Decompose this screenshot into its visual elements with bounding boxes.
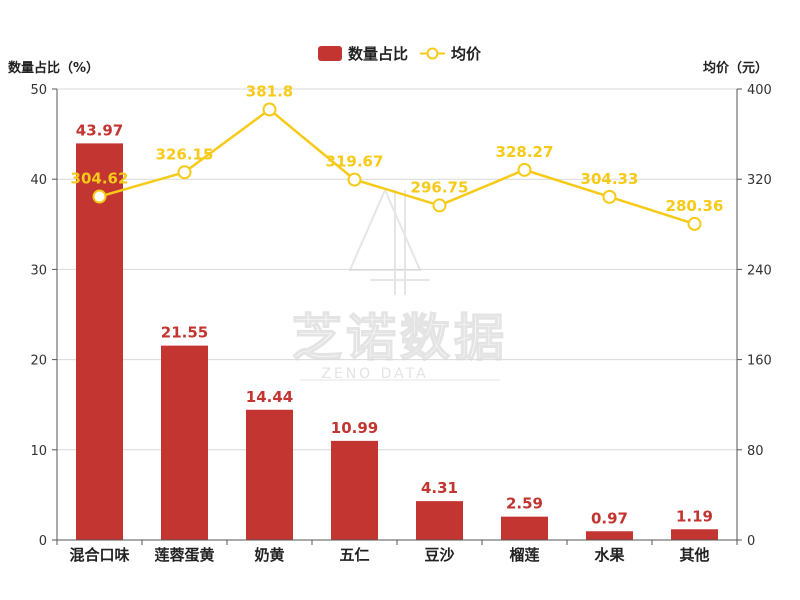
line-point[interactable] (432, 198, 447, 213)
watermark-subtitle: ZENO DATA (321, 366, 428, 382)
right-tick-label: 240 (747, 263, 772, 278)
bar-data-label: 21.55 (161, 324, 208, 342)
legend-line-marker (426, 47, 439, 60)
line-data-label: 304.33 (581, 170, 639, 188)
line-point[interactable] (262, 102, 277, 117)
line-data-label: 381.8 (246, 83, 293, 101)
bar-data-label: 14.44 (246, 388, 293, 406)
left-tick-label: 20 (30, 354, 47, 369)
line-point[interactable] (687, 216, 702, 231)
line-data-label: 304.62 (71, 170, 129, 188)
legend-bar-label: 数量占比 (348, 45, 408, 63)
x-tick-label: 其他 (679, 546, 709, 564)
left-axis-title: 数量占比（%） (8, 60, 99, 76)
watermark-title: 芝诺数据 (292, 309, 508, 367)
right-tick-label: 320 (747, 173, 772, 188)
bar[interactable] (161, 345, 208, 540)
watermark-logo-icon (348, 187, 430, 295)
line-data-label: 326.15 (156, 145, 214, 163)
line-series-path (99, 107, 695, 226)
bar-data-label: 4.31 (421, 479, 458, 497)
left-tick-label: 10 (30, 444, 47, 459)
x-tick-label: 莲蓉蛋黄 (154, 546, 214, 564)
left-tick-label: 30 (30, 263, 47, 278)
bar-data-label: 10.99 (331, 419, 378, 437)
bar-data-label: 2.59 (506, 495, 543, 513)
legend-item-line[interactable]: 均价 (420, 45, 482, 63)
legend-bar-swatch (318, 46, 342, 61)
right-tick-label: 400 (747, 83, 772, 98)
bar[interactable] (501, 516, 548, 540)
right-tick-label: 160 (747, 354, 772, 369)
line-point[interactable] (517, 162, 532, 177)
legend-line-label: 均价 (451, 45, 482, 63)
line-point[interactable] (177, 165, 192, 180)
left-tick-label: 50 (30, 83, 47, 98)
legend[interactable]: 数量占比 均价 (318, 45, 482, 63)
x-tick-label: 五仁 (339, 546, 369, 564)
x-tick-label: 榴莲 (509, 546, 539, 564)
watermark: 芝诺数据 ZENO DATA (291, 187, 508, 382)
left-tick-label: 40 (30, 173, 47, 188)
line-point[interactable] (602, 189, 617, 204)
x-tick-label: 水果 (594, 546, 625, 564)
line-point[interactable] (347, 172, 362, 187)
right-axis-title: 均价（元） (703, 60, 768, 76)
bar[interactable] (671, 529, 718, 540)
x-tick-label: 奶黄 (254, 546, 284, 564)
line-point[interactable] (92, 189, 107, 204)
legend-item-bar[interactable]: 数量占比 (318, 45, 408, 63)
right-tick-label: 80 (747, 444, 764, 459)
line-data-label: 280.36 (666, 197, 724, 215)
bar[interactable] (331, 440, 378, 540)
x-tick-label: 豆沙 (424, 546, 454, 564)
x-tick-label: 混合口味 (69, 546, 129, 564)
line-data-label: 296.75 (411, 178, 469, 196)
bar-data-label: 1.19 (676, 507, 713, 525)
line-data-label: 319.67 (326, 153, 384, 171)
bar[interactable] (586, 531, 633, 540)
bar-data-label: 43.97 (76, 121, 123, 139)
bar-data-label: 0.97 (591, 509, 628, 527)
right-tick-label: 0 (747, 534, 755, 549)
bar[interactable] (76, 143, 123, 540)
left-tick-label: 0 (39, 534, 47, 549)
line-data-label: 328.27 (496, 143, 554, 161)
bar[interactable] (246, 409, 293, 540)
bar[interactable] (416, 501, 463, 540)
